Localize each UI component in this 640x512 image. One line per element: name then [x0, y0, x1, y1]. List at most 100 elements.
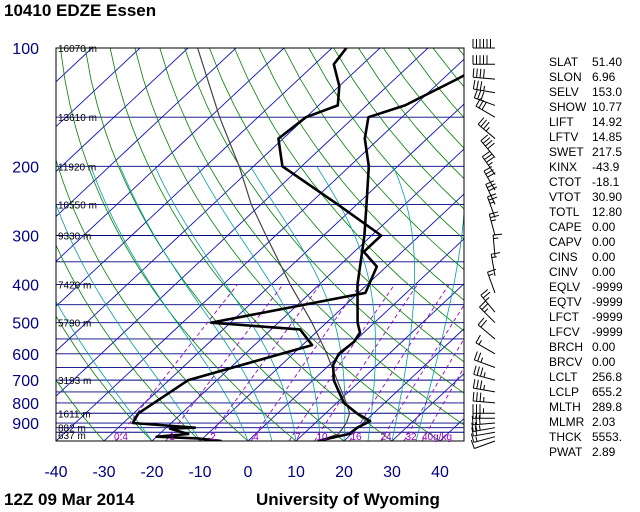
wind-barb-flag: [477, 317, 485, 326]
index-row: TOTL 12.80: [549, 205, 631, 220]
index-value: 12.80: [592, 205, 623, 219]
index-name: BRCH: [549, 340, 584, 354]
wind-barb: [471, 421, 496, 433]
temperature-tick-label: -40: [44, 464, 67, 481]
stability-indices: SLAT 51.40 SLON 6.96 SELV 153.0 SHOW 10.77 LIFT 1…: [549, 55, 631, 460]
index-value: 153.0: [592, 85, 623, 99]
wind-barb: [480, 289, 496, 313]
index-value: -9999: [592, 325, 623, 339]
pressure-tick-label: 800: [12, 396, 39, 413]
wind-barb-half-flag: [491, 256, 497, 259]
pressure-tick-label: 700: [12, 373, 39, 390]
mixing-ratio-line: [288, 284, 395, 441]
wind-barb-flag: [476, 366, 480, 376]
wind-barbs: [470, 39, 503, 449]
wind-barb-flag: [477, 90, 482, 100]
temperature-trace: [317, 73, 464, 441]
wind-barb-flag: [479, 68, 482, 78]
index-name: EQTV: [549, 295, 582, 309]
index-row: MLMR 2.03: [549, 415, 631, 430]
isotherm-line: [56, 48, 237, 218]
wind-barb-flag: [481, 302, 489, 310]
moist-adiabat-line: [90, 166, 249, 441]
wind-barb: [477, 317, 496, 340]
height-label: 882 m: [58, 424, 86, 435]
index-name: LIFT: [549, 115, 574, 129]
wind-barb: [472, 55, 495, 65]
wind-barb-flag: [480, 119, 487, 127]
wind-barb: [473, 89, 496, 106]
wind-barb-half-flag: [490, 219, 497, 222]
mixing-ratio-label: 16: [350, 432, 362, 443]
wind-barb-flag: [483, 121, 490, 130]
mixing-ratio-label: 40g/kg: [422, 432, 452, 443]
index-name: SLAT: [549, 55, 579, 69]
moist-adiabat-line: [154, 166, 297, 441]
wind-barb-flag: [472, 391, 475, 402]
wind-barb-flag: [477, 117, 485, 125]
height-label: 16070 m: [58, 44, 97, 55]
index-row: LFCT -9999: [549, 310, 631, 325]
wind-barb-half-flag: [483, 384, 486, 390]
wind-barb-flag: [480, 319, 487, 328]
temperature-tick-label: 40: [431, 464, 449, 481]
wind-barb-flag: [481, 101, 487, 110]
mixing-ratio-line: [206, 284, 321, 441]
index-value: 0.00: [592, 220, 616, 234]
temperature-tick-label: 10: [287, 464, 305, 481]
wind-barb-half-flag: [488, 161, 493, 166]
index-name: LFCT: [549, 310, 579, 324]
pressure-tick-label: 600: [12, 347, 39, 364]
wind-barb-staff: [487, 196, 496, 218]
mixing-ratio-line: [115, 284, 238, 441]
index-value: -9999: [592, 280, 623, 294]
moist-adiabat-line: [250, 166, 346, 441]
wind-barb-flag: [470, 439, 475, 449]
isotherm-line: [391, 373, 464, 441]
temperature-tick-label: 0: [244, 464, 253, 481]
moist-adiabat-line: [56, 300, 153, 441]
plot-frame: [55, 47, 465, 442]
dry-adiabat-line: [209, 48, 464, 363]
index-row: EQLV -9999: [549, 280, 631, 295]
height-label: 637 m: [58, 431, 86, 442]
index-row: LFTV 14.85: [549, 130, 631, 145]
mixing-ratio-line: [421, 366, 464, 441]
index-value: 0.00: [592, 265, 616, 279]
wind-barb-half-flag: [483, 372, 486, 378]
index-name: LCLT: [549, 370, 578, 384]
mixing-ratio-label: 0.4: [114, 432, 128, 443]
wind-barb-flag: [477, 352, 482, 362]
index-row: LCLT 256.8: [549, 370, 631, 385]
index-value: 217.5: [592, 145, 623, 159]
index-row: SHOW 10.77: [549, 100, 631, 115]
isotherm-line: [56, 58, 464, 441]
wind-barb-flag: [485, 180, 495, 185]
index-row: SLON 6.96: [549, 70, 631, 85]
data-source: University of Wyoming: [256, 490, 440, 509]
wind-barb-flag: [479, 300, 487, 308]
index-name: MLTH: [549, 400, 581, 414]
wind-barb-flag: [482, 137, 491, 144]
index-row: CAPV 0.00: [549, 235, 631, 250]
dry-adiabat-line: [60, 48, 297, 441]
height-label: 10550 m: [58, 200, 97, 211]
wind-barb-flag: [480, 91, 485, 101]
wind-barb-flag: [472, 80, 476, 90]
mixing-ratio-line: [250, 284, 361, 441]
isotherm-line: [56, 48, 285, 262]
index-row: LFCV -9999: [549, 325, 631, 340]
index-value: 10.77: [592, 100, 623, 114]
moist-adiabat-line: [119, 166, 273, 441]
wind-barb: [475, 334, 496, 355]
pressure-tick-label: 100: [12, 41, 39, 58]
temperature-tick-label: -30: [92, 464, 115, 481]
index-row: EQTV -9999: [549, 295, 631, 310]
index-row: LCLP 655.2: [549, 385, 631, 400]
dry-adiabat-line: [258, 48, 464, 301]
trace-layer: [131, 48, 464, 441]
index-name: SHOW: [549, 100, 587, 114]
height-label: 11920 m: [58, 162, 96, 173]
wind-barb: [490, 252, 501, 276]
temperature-tick-label: 20: [335, 464, 353, 481]
